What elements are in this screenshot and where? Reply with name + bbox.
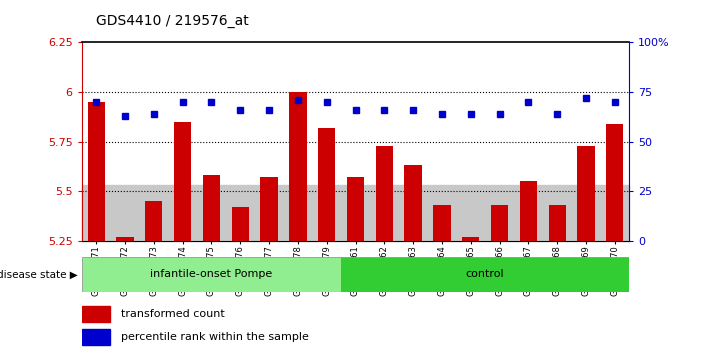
Bar: [347, 177, 364, 241]
Text: infantile-onset Pompe: infantile-onset Pompe: [150, 269, 272, 279]
Bar: [549, 205, 566, 241]
Bar: [318, 128, 336, 241]
Bar: [145, 201, 162, 241]
Bar: [462, 237, 479, 241]
Bar: [577, 145, 594, 241]
Text: transformed count: transformed count: [121, 309, 225, 319]
Bar: [232, 207, 249, 241]
Bar: [87, 102, 105, 241]
Text: GDS4410 / 219576_at: GDS4410 / 219576_at: [96, 14, 249, 28]
Bar: [491, 205, 508, 241]
Bar: [433, 205, 451, 241]
Bar: [606, 124, 624, 241]
Text: control: control: [466, 269, 505, 279]
Bar: [82, 257, 341, 292]
Bar: [82, 185, 629, 241]
Bar: [375, 145, 393, 241]
Bar: [341, 257, 629, 292]
Bar: [260, 177, 278, 241]
Bar: [289, 92, 306, 241]
Text: percentile rank within the sample: percentile rank within the sample: [121, 332, 309, 342]
Bar: [405, 165, 422, 241]
Bar: [203, 175, 220, 241]
Bar: [82, 329, 110, 345]
Bar: [174, 122, 191, 241]
Bar: [117, 237, 134, 241]
Bar: [520, 181, 537, 241]
Bar: [82, 306, 110, 321]
Text: disease state ▶: disease state ▶: [0, 269, 78, 279]
